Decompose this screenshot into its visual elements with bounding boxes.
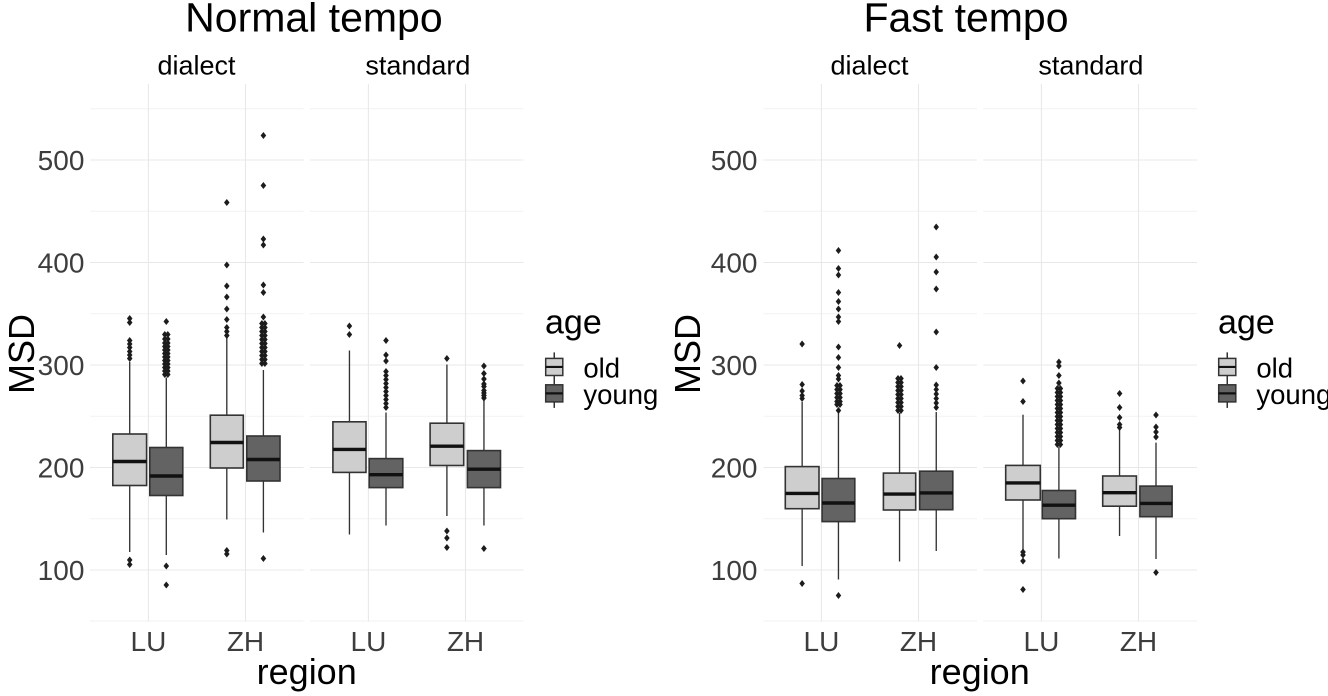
svg-text:MSD: MSD xyxy=(667,314,708,394)
svg-text:500: 500 xyxy=(38,145,85,176)
svg-text:500: 500 xyxy=(711,145,758,176)
svg-text:LU: LU xyxy=(351,626,387,657)
svg-text:LU: LU xyxy=(804,626,840,657)
svg-text:region: region xyxy=(257,651,357,692)
svg-text:100: 100 xyxy=(711,555,758,586)
svg-text:Normal tempo: Normal tempo xyxy=(185,0,442,41)
svg-text:dialect: dialect xyxy=(830,50,909,80)
svg-text:ZH: ZH xyxy=(447,626,484,657)
svg-text:ZH: ZH xyxy=(227,626,264,657)
svg-text:young: young xyxy=(583,379,658,410)
svg-text:MSD: MSD xyxy=(1,314,42,394)
svg-text:200: 200 xyxy=(711,453,758,484)
svg-text:young: young xyxy=(1256,379,1328,410)
svg-text:Fast tempo: Fast tempo xyxy=(863,0,1068,41)
svg-text:old: old xyxy=(1256,353,1293,384)
svg-text:400: 400 xyxy=(38,248,85,279)
svg-text:dialect: dialect xyxy=(157,50,236,80)
svg-text:400: 400 xyxy=(711,248,758,279)
svg-text:age: age xyxy=(1218,303,1275,341)
svg-text:ZH: ZH xyxy=(1120,626,1157,657)
svg-text:100: 100 xyxy=(38,555,85,586)
svg-text:200: 200 xyxy=(38,453,85,484)
svg-text:300: 300 xyxy=(711,350,758,381)
svg-text:standard: standard xyxy=(365,50,470,80)
svg-text:age: age xyxy=(545,303,602,341)
svg-text:LU: LU xyxy=(1024,626,1060,657)
svg-text:300: 300 xyxy=(38,350,85,381)
svg-text:standard: standard xyxy=(1038,50,1143,80)
svg-text:old: old xyxy=(583,353,620,384)
svg-text:ZH: ZH xyxy=(900,626,937,657)
svg-text:region: region xyxy=(930,651,1030,692)
svg-text:LU: LU xyxy=(131,626,167,657)
